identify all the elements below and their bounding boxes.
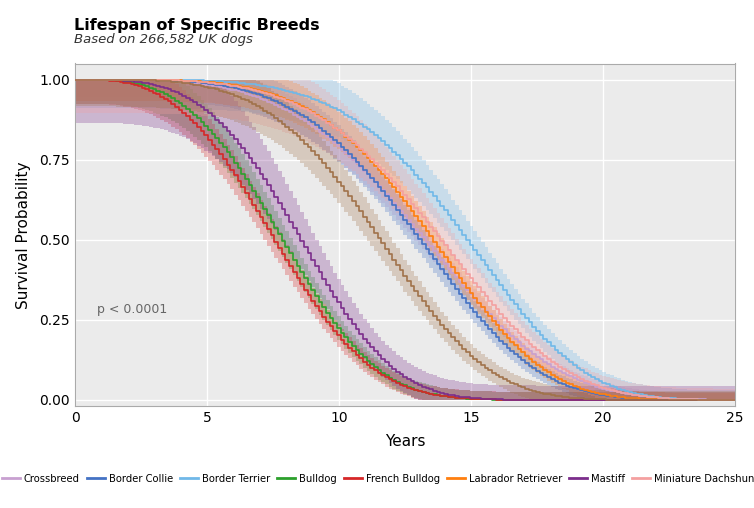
Y-axis label: Survival Probability: Survival Probability <box>16 161 31 309</box>
Text: Based on 266,582 UK dogs: Based on 266,582 UK dogs <box>74 33 253 46</box>
Legend: Crossbreed, Border Collie, Border Terrier, Bulldog, French Bulldog, Labrador Ret: Crossbreed, Border Collie, Border Terrie… <box>0 470 754 488</box>
Text: p < 0.0001: p < 0.0001 <box>97 303 167 316</box>
Text: Lifespan of Specific Breeds: Lifespan of Specific Breeds <box>74 18 320 33</box>
X-axis label: Years: Years <box>385 434 425 449</box>
